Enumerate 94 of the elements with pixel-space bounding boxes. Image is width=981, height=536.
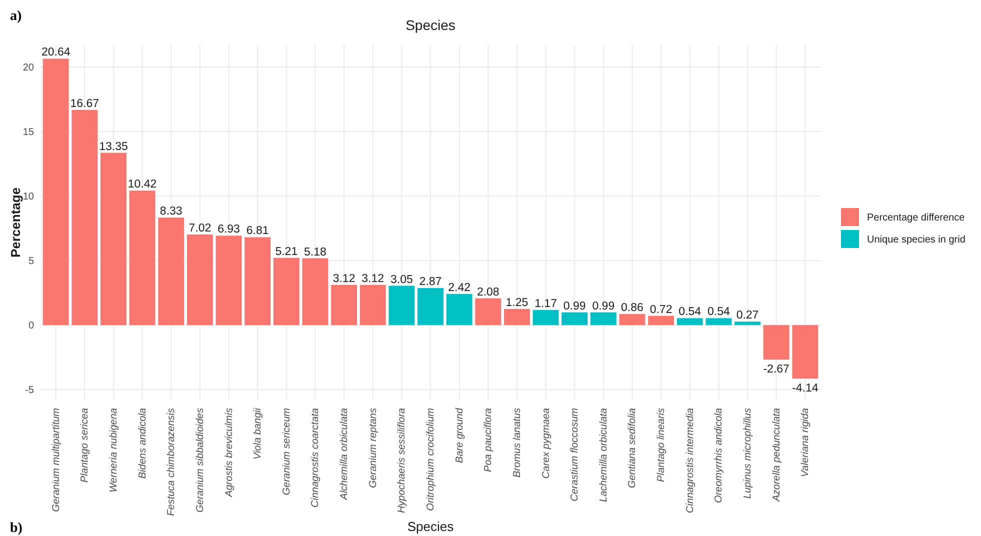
x-tick-label: Carex pygmaea (540, 408, 552, 479)
bar (763, 325, 790, 360)
bar (360, 284, 386, 326)
bar (792, 325, 818, 379)
data-label: 8.33 (160, 206, 182, 218)
bar (158, 218, 184, 326)
x-tick-label: Oritrophium crocifolium (426, 408, 436, 511)
y-tick-label: 0 (28, 320, 34, 332)
x-tick-label: Geranium sericeum (281, 408, 292, 496)
x-tick-label: Cinnagrostis coarctata (310, 408, 322, 508)
x-tick-label: Hypochaeris sessiliflora (396, 408, 408, 514)
bar (302, 258, 328, 326)
data-label: 1.25 (506, 296, 528, 309)
bar (273, 258, 300, 326)
y-tick-label: 20 (22, 62, 34, 74)
data-label: 7.02 (188, 222, 212, 235)
data-label: -4.14 (792, 382, 819, 395)
data-label: 0.99 (592, 300, 615, 312)
x-tick-label: Plantago linearis (656, 408, 668, 482)
bar (388, 286, 415, 326)
y-tick-label: 10 (22, 192, 34, 203)
x-tick-label: Agrostis breviculmis (224, 408, 235, 498)
x-tick-label: Cinnagrostis intermedia (684, 408, 696, 514)
data-label: 5.21 (275, 246, 298, 258)
x-tick-label: Valeriana rigida (800, 408, 812, 478)
x-axis-title: Species (407, 519, 454, 534)
bar (734, 322, 760, 326)
y-tick-label: 15 (22, 126, 34, 138)
data-label: 5.18 (304, 246, 326, 258)
x-tick-label: Geranium sibbaldioides (194, 408, 206, 513)
chart-title: Species (406, 17, 456, 33)
x-tick-label: Plantago sericea (80, 408, 91, 482)
y-tick-label: -5 (25, 385, 34, 396)
bar (331, 284, 358, 326)
data-label: 3.12 (332, 272, 356, 285)
x-tick-label: Lupinus microphillus (742, 408, 754, 499)
bar (216, 236, 242, 326)
bar (129, 190, 156, 326)
data-label: 3.05 (390, 274, 413, 286)
bar (42, 58, 69, 326)
bar (532, 310, 559, 326)
y-axis-title: Percentage (8, 187, 23, 258)
data-label: 16.67 (70, 98, 100, 110)
y-tick-label: 5 (28, 256, 34, 268)
legend-label: Percentage difference (867, 212, 966, 224)
x-tick-label: Geranium reptans (368, 408, 379, 488)
data-label: 0.99 (563, 300, 586, 312)
x-tick-label: Bare ground (454, 408, 466, 464)
data-label: 20.64 (41, 46, 71, 59)
data-label: 10.42 (128, 178, 157, 191)
x-tick-label: Oreomyrrhis andicola (714, 408, 725, 504)
x-tick-label: Gentiana sedifolia (627, 408, 638, 488)
bar (706, 318, 732, 326)
legend-label: Unique species in grid (867, 234, 966, 246)
data-label: 13.35 (99, 140, 128, 153)
data-label: 2.87 (419, 276, 442, 288)
x-tick-label: Bromus lanatus (512, 408, 523, 478)
bar (504, 308, 530, 326)
bar (619, 314, 646, 326)
data-label: 2.42 (448, 282, 471, 294)
data-label: 6.81 (246, 225, 269, 238)
data-label: 2.08 (476, 286, 500, 298)
bar (244, 237, 271, 326)
data-label: -2.67 (763, 364, 790, 376)
data-label: 1.17 (534, 298, 557, 310)
bar (648, 316, 674, 326)
x-tick-label: Alchemilla orbiculata (339, 408, 350, 501)
bar (100, 152, 126, 326)
x-tick-label: Viola bangii (252, 407, 264, 460)
text: a) (10, 9, 22, 24)
bar (590, 312, 616, 326)
data-label: 6.93 (218, 224, 240, 236)
bar (186, 234, 213, 326)
data-label: 0.86 (621, 302, 644, 314)
x-tick-label: Werneria nubigena (108, 408, 120, 492)
data-label: 3.12 (362, 272, 384, 285)
x-tick-label: Geranium multipartitum (50, 408, 62, 512)
data-label: 0.54 (707, 306, 730, 318)
bar (475, 298, 502, 326)
text: b) (10, 521, 23, 536)
bar (676, 318, 703, 326)
data-label: 0.72 (650, 304, 672, 316)
bar (446, 294, 472, 326)
x-tick-label: Festuca chimborazensis (166, 408, 178, 516)
bar (418, 288, 444, 326)
bar (72, 110, 98, 326)
data-label: 0.27 (736, 310, 759, 322)
x-tick-label: Lachemilla orbiculata (598, 408, 610, 502)
x-tick-label: Cerastium floccosum (570, 408, 581, 502)
data-label: 0.54 (678, 306, 702, 318)
x-tick-label: Poa pauciflora (483, 408, 494, 472)
x-tick-label: Bidens andicola (137, 408, 148, 479)
bar (562, 312, 588, 326)
x-tick-label: Azorella pedunculata (771, 408, 782, 502)
